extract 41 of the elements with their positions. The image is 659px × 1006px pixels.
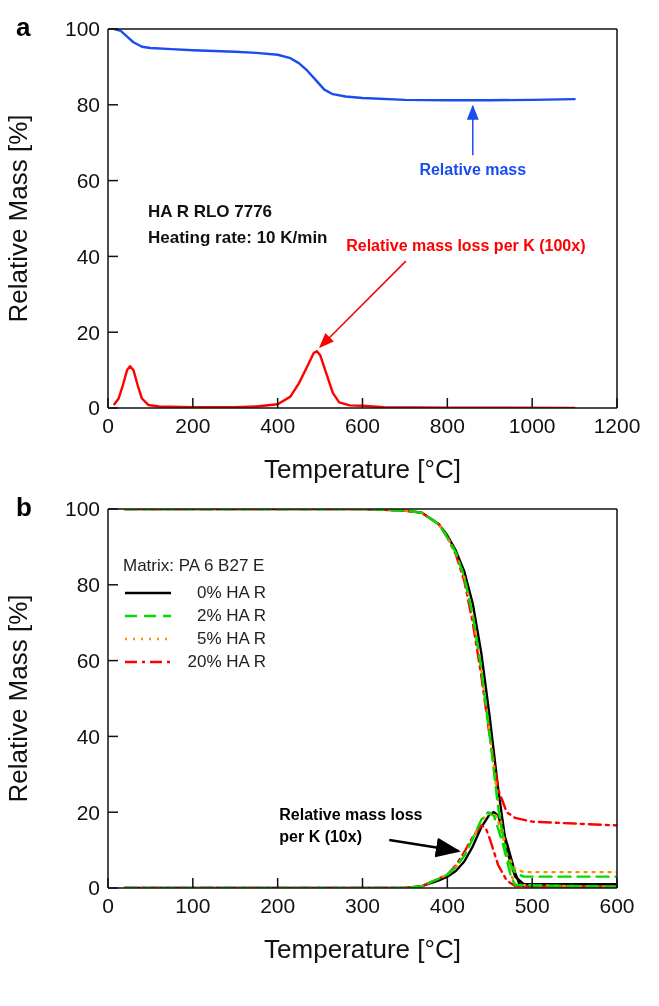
legend-title: Matrix: PA 6 B27 E xyxy=(123,555,266,577)
chart-title: b xyxy=(16,492,32,523)
x-tick-label: 400 xyxy=(260,413,296,437)
x-tick-label: 100 xyxy=(175,893,211,917)
x-tick-label: 1200 xyxy=(593,413,641,437)
y-tick-label: 60 xyxy=(76,169,100,193)
y-tick-label: 0 xyxy=(88,396,100,420)
x-tick-label: 600 xyxy=(599,893,635,917)
x-tick-label: 300 xyxy=(344,893,381,917)
y-tick-label: 80 xyxy=(76,93,100,117)
line-series xyxy=(113,29,576,102)
y-axis-title: Relative Mass [%] xyxy=(3,594,34,803)
legend-label: 5% HA R xyxy=(196,628,266,650)
x-tick-label: 200 xyxy=(175,413,211,437)
y-tick-label: 20 xyxy=(76,320,100,344)
x-axis-title: Temperature [°C] xyxy=(264,454,461,484)
legend-label: 2% HA R xyxy=(196,605,266,627)
x-tick-label: 1000 xyxy=(508,413,556,437)
x-axis-title: Temperature [°C] xyxy=(264,934,461,964)
y-tick-label: 0 xyxy=(88,876,100,900)
y-tick-label: 20 xyxy=(76,800,100,824)
annotation: Relative mass loss per K (100x) xyxy=(346,237,586,255)
annotation: Relative mass loss per K (10x) xyxy=(279,805,423,845)
x-tick-label: 800 xyxy=(429,413,465,437)
annotation: Relative mass xyxy=(419,161,527,179)
y-tick-label: 40 xyxy=(76,244,100,268)
annotation: HA R RLO 7776 xyxy=(148,201,274,223)
y-tick-label: 100 xyxy=(64,17,100,41)
legend-label: 20% HA R xyxy=(186,651,266,673)
x-tick-label: 500 xyxy=(514,893,550,917)
y-tick-label: 100 xyxy=(64,497,100,521)
y-axis-title: Relative Mass [%] xyxy=(3,114,34,323)
legend-label: 0% HA R xyxy=(196,582,266,604)
annotation: Heating rate: 10 K/min xyxy=(148,227,328,249)
y-tick-label: 80 xyxy=(76,573,100,597)
y-tick-label: 60 xyxy=(76,649,100,673)
x-tick-label: 600 xyxy=(344,413,381,437)
x-tick-label: 200 xyxy=(260,893,296,917)
chart-title: a xyxy=(16,12,31,43)
y-tick-label: 40 xyxy=(76,724,100,748)
x-tick-label: 400 xyxy=(429,893,465,917)
